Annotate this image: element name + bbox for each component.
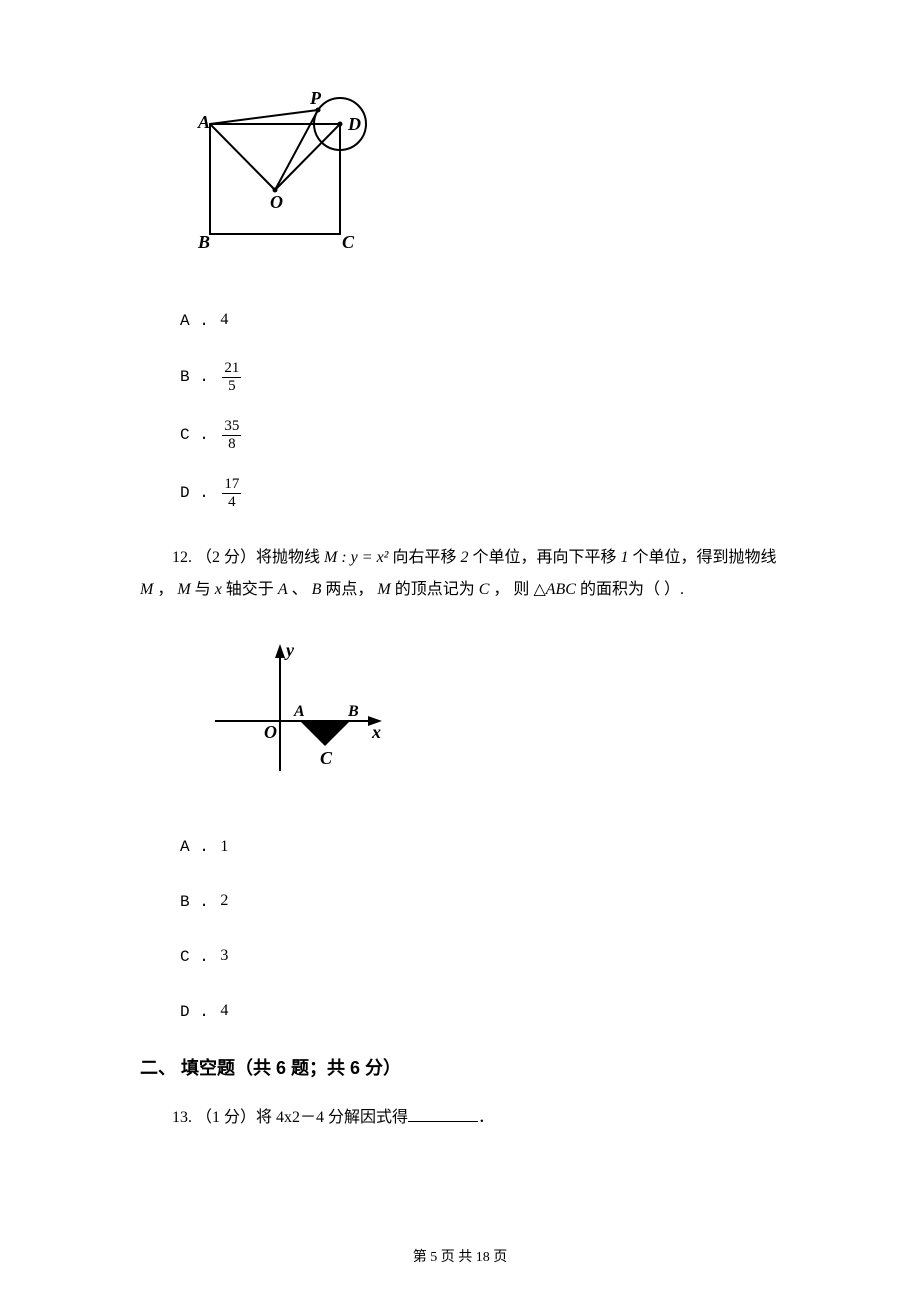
option-D[interactable]: D . 17 4: [180, 476, 780, 510]
q12-ABC: ABC: [546, 581, 576, 598]
q12-mid1: 向右平移: [388, 549, 460, 566]
q12-mid10: ， 则: [489, 581, 533, 598]
q12-mid9: 的顶点记为: [391, 581, 479, 598]
q12-mid2: 个单位，再向下平移: [468, 549, 620, 566]
option-A-label: A .: [180, 306, 209, 336]
label-O: O: [270, 192, 283, 212]
q12-option-A[interactable]: A . 1: [180, 832, 780, 863]
q12-mid7: 、: [288, 581, 312, 598]
q12-expr: M : y = x²: [324, 549, 388, 566]
q12-M1: M: [140, 581, 153, 598]
q12-option-D-label: D .: [180, 997, 209, 1027]
option-A[interactable]: A . 4: [180, 305, 780, 336]
option-D-den: 4: [222, 494, 241, 511]
option-C-label: C .: [180, 420, 209, 450]
q12-M2: M: [177, 581, 190, 598]
q12-mid5: 与: [191, 581, 215, 598]
q12-option-B-value: 2: [220, 886, 228, 916]
q12-C: C: [479, 581, 490, 598]
q12-n2: 1: [621, 549, 629, 566]
label-B2: B: [347, 703, 359, 720]
label-C: C: [342, 232, 355, 252]
option-B-frac: 21 5: [222, 360, 241, 394]
option-D-frac: 17 4: [222, 476, 241, 510]
q12-option-C[interactable]: C . 3: [180, 941, 780, 972]
q12-A: A: [278, 581, 288, 598]
option-C[interactable]: C . 35 8: [180, 418, 780, 452]
page-footer: 第 5 页 共 18 页: [0, 1245, 920, 1272]
label-y: y: [284, 640, 295, 660]
q12-mid3: 个单位，得到抛物线: [629, 549, 777, 566]
q12-option-B-label: B .: [180, 887, 209, 917]
option-B-label: B .: [180, 362, 209, 392]
q12-mid6: 轴交于: [222, 581, 278, 598]
q12-option-D-value: 4: [220, 996, 228, 1026]
exam-page: A B C D O P A . 4 B . 21 5 C . 35 8: [0, 0, 920, 1302]
q12-prefix: 12. （2 分）将抛物线: [172, 549, 324, 566]
label-A: A: [197, 112, 210, 132]
q13-before: 13. （1 分）将 4x2－4 分解因式得: [172, 1109, 408, 1126]
label-B: B: [197, 232, 210, 252]
option-A-value: 4: [220, 305, 228, 335]
label-x: x: [371, 722, 381, 742]
q12-option-A-label: A .: [180, 832, 209, 862]
label-A2: A: [293, 703, 305, 720]
q12-option-C-label: C .: [180, 942, 209, 972]
option-D-num: 17: [222, 476, 241, 494]
q12-mid8: 两点，: [321, 581, 377, 598]
figure-axes-triangle: y x O A B C: [200, 636, 780, 807]
q12-tail: 的面积为（ ）.: [576, 581, 684, 598]
q12-M3: M: [377, 581, 390, 598]
option-C-frac: 35 8: [222, 418, 241, 452]
label-P: P: [309, 90, 322, 108]
label-C2: C: [320, 748, 333, 768]
option-D-label: D .: [180, 478, 209, 508]
q13-after: ．: [478, 1109, 494, 1126]
q12-B: B: [312, 581, 322, 598]
label-O2: O: [264, 722, 277, 742]
q12-option-C-value: 3: [220, 941, 228, 971]
section2-title: 二、 填空题（共 6 题；共 6 分）: [140, 1051, 780, 1085]
q12-x: x: [215, 581, 222, 598]
q12-mid4: ，: [153, 581, 177, 598]
option-B[interactable]: B . 21 5: [180, 360, 780, 394]
option-B-num: 21: [222, 360, 241, 378]
q13-blank[interactable]: [408, 1105, 478, 1122]
option-C-den: 8: [222, 436, 241, 453]
q13-text: 13. （1 分）将 4x2－4 分解因式得 ．: [140, 1103, 780, 1133]
option-B-den: 5: [222, 378, 241, 395]
q12-option-A-value: 1: [220, 832, 228, 862]
q12-option-D[interactable]: D . 4: [180, 996, 780, 1027]
q12-text: 12. （2 分）将抛物线 M : y = x² 向右平移 2 个单位，再向下平…: [140, 542, 780, 606]
q12-option-B[interactable]: B . 2: [180, 886, 780, 917]
figure-square-circle: A B C D O P: [180, 90, 780, 281]
label-D: D: [347, 114, 361, 134]
figure1-svg: A B C D O P: [180, 90, 380, 270]
option-C-num: 35: [222, 418, 241, 436]
q12-tri: △: [533, 581, 545, 598]
q11-options: A . 4 B . 21 5 C . 35 8 D . 17 4: [180, 305, 780, 510]
figure2-svg: y x O A B C: [200, 636, 400, 796]
q12-options: A . 1 B . 2 C . 3 D . 4: [180, 832, 780, 1027]
